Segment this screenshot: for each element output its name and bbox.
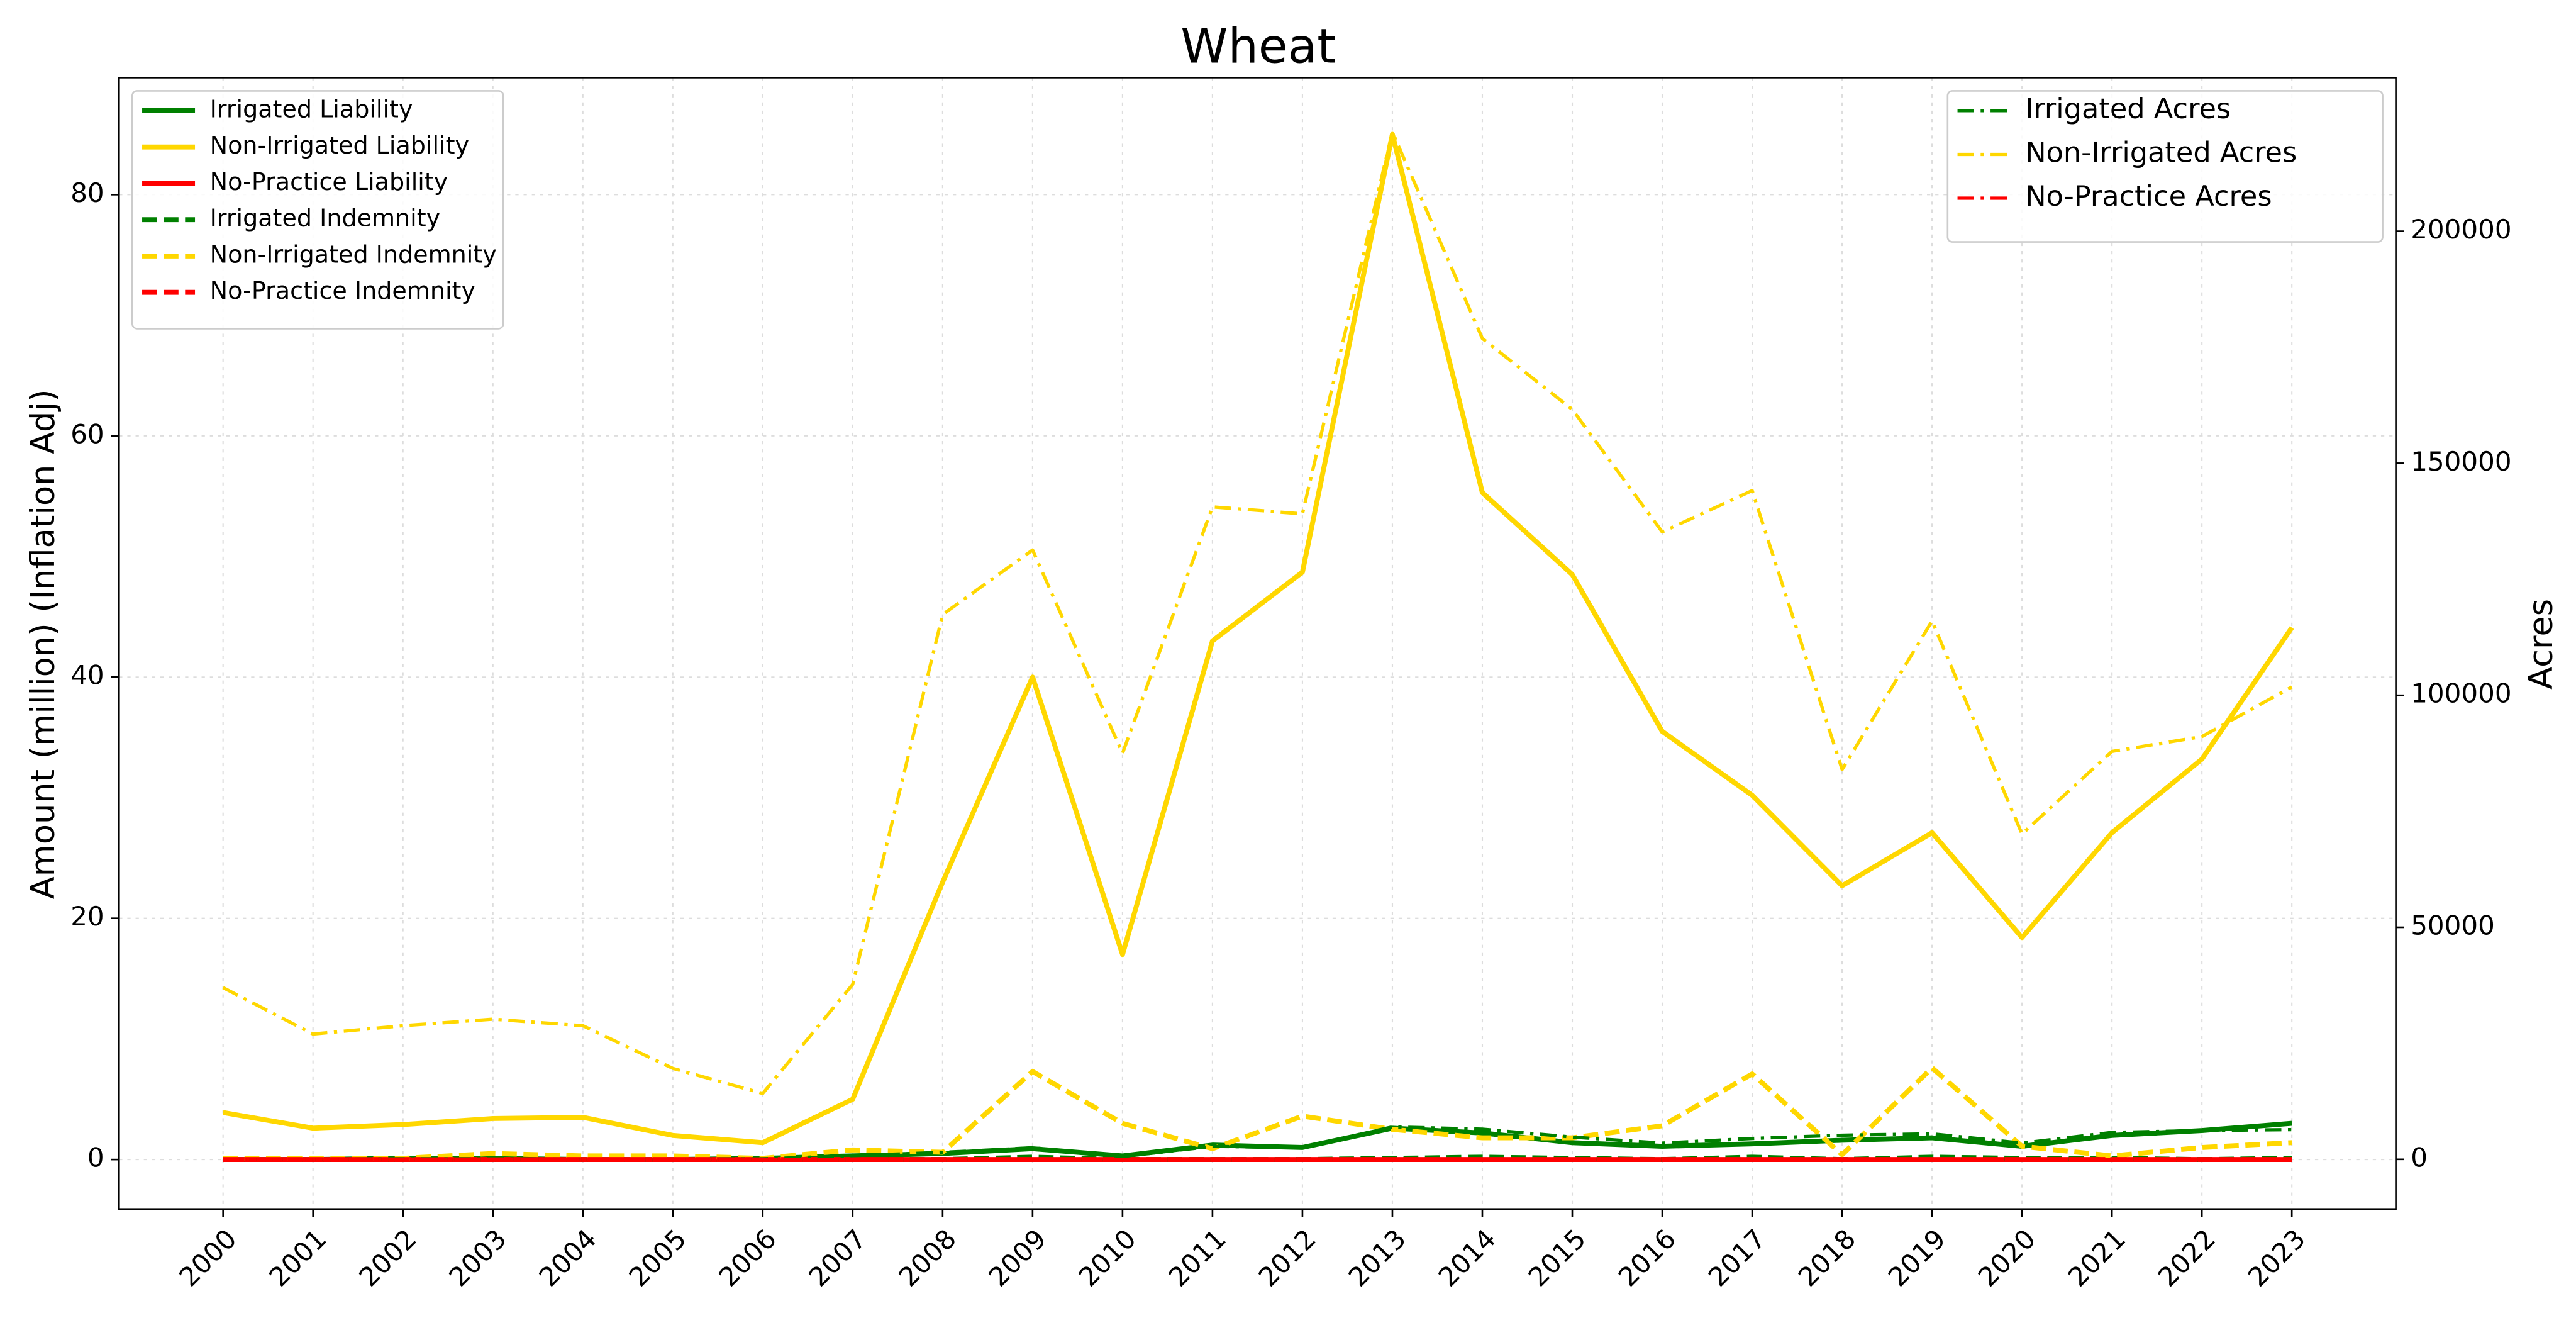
legend-label: Non-Irrigated Liability	[210, 131, 469, 159]
y-tick-label: 80	[70, 177, 104, 208]
y2-tick-label: 50000	[2411, 910, 2495, 941]
legend-label: Irrigated Liability	[210, 95, 413, 123]
y2-tick-label: 100000	[2411, 678, 2511, 709]
legend-label: No-Practice Liability	[210, 168, 448, 196]
legend-label: Non-Irrigated Acres	[2025, 136, 2297, 169]
chart-title: Wheat	[1180, 18, 1336, 74]
y-tick-label: 40	[70, 660, 104, 691]
y-tick-label: 60	[70, 418, 104, 449]
legend-box	[131, 90, 504, 330]
legend: Irrigated Acres Non-Irrigated Acres No-Pra…	[1946, 90, 2384, 243]
series-line	[222, 131, 2294, 1146]
series-line	[222, 130, 2293, 1095]
y2-axis-label: Acres	[2522, 599, 2560, 690]
y-tick-label: 20	[70, 901, 104, 932]
legend-label: Irrigated Indemnity	[210, 204, 441, 232]
series-line	[223, 1065, 2292, 1161]
y-axis-label: Amount (million) (Inflation Adj)	[24, 389, 62, 900]
legend-label: No-Practice Indemnity	[210, 277, 475, 304]
legend-label: Non-Irrigated Indemnity	[210, 240, 497, 268]
legend: Irrigated Liability Non-Irrigated Liabili…	[131, 90, 504, 330]
y-tick-label: 0	[87, 1142, 104, 1173]
legend-box	[1946, 90, 2384, 243]
y2-tick-label: 150000	[2411, 446, 2511, 477]
y2-tick-label: 200000	[2411, 214, 2511, 245]
plot-frame	[118, 77, 2397, 1210]
y2-tick-label: 0	[2411, 1142, 2428, 1173]
legend-label: No-Practice Acres	[2025, 180, 2272, 213]
legend-label: Irrigated Acres	[2025, 92, 2231, 125]
